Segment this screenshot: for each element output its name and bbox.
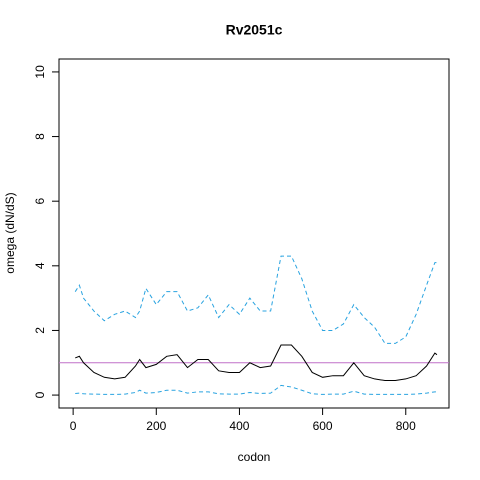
- y-axis-label: omega (dN/dS): [3, 192, 17, 273]
- x-axis-label: codon: [238, 450, 271, 464]
- x-tick-label: 200: [146, 419, 166, 433]
- series-line: [75, 344, 438, 382]
- series-line: [74, 255, 437, 344]
- y-tick-label: 6: [33, 198, 47, 205]
- y-tick-label: 10: [33, 65, 47, 79]
- series-line: [75, 384, 437, 395]
- y-tick-label: 8: [33, 133, 47, 140]
- plot-frame: [58, 58, 450, 409]
- y-tick-label: 4: [33, 262, 47, 269]
- x-tick-label: 600: [313, 419, 333, 433]
- y-tick-label: 2: [33, 327, 47, 334]
- y-tick-label: 0: [33, 391, 47, 398]
- x-tick-label: 800: [396, 419, 416, 433]
- x-tick-label: 400: [229, 419, 249, 433]
- chart-title: Rv2051c: [226, 22, 283, 38]
- x-tick-label: 0: [70, 419, 77, 433]
